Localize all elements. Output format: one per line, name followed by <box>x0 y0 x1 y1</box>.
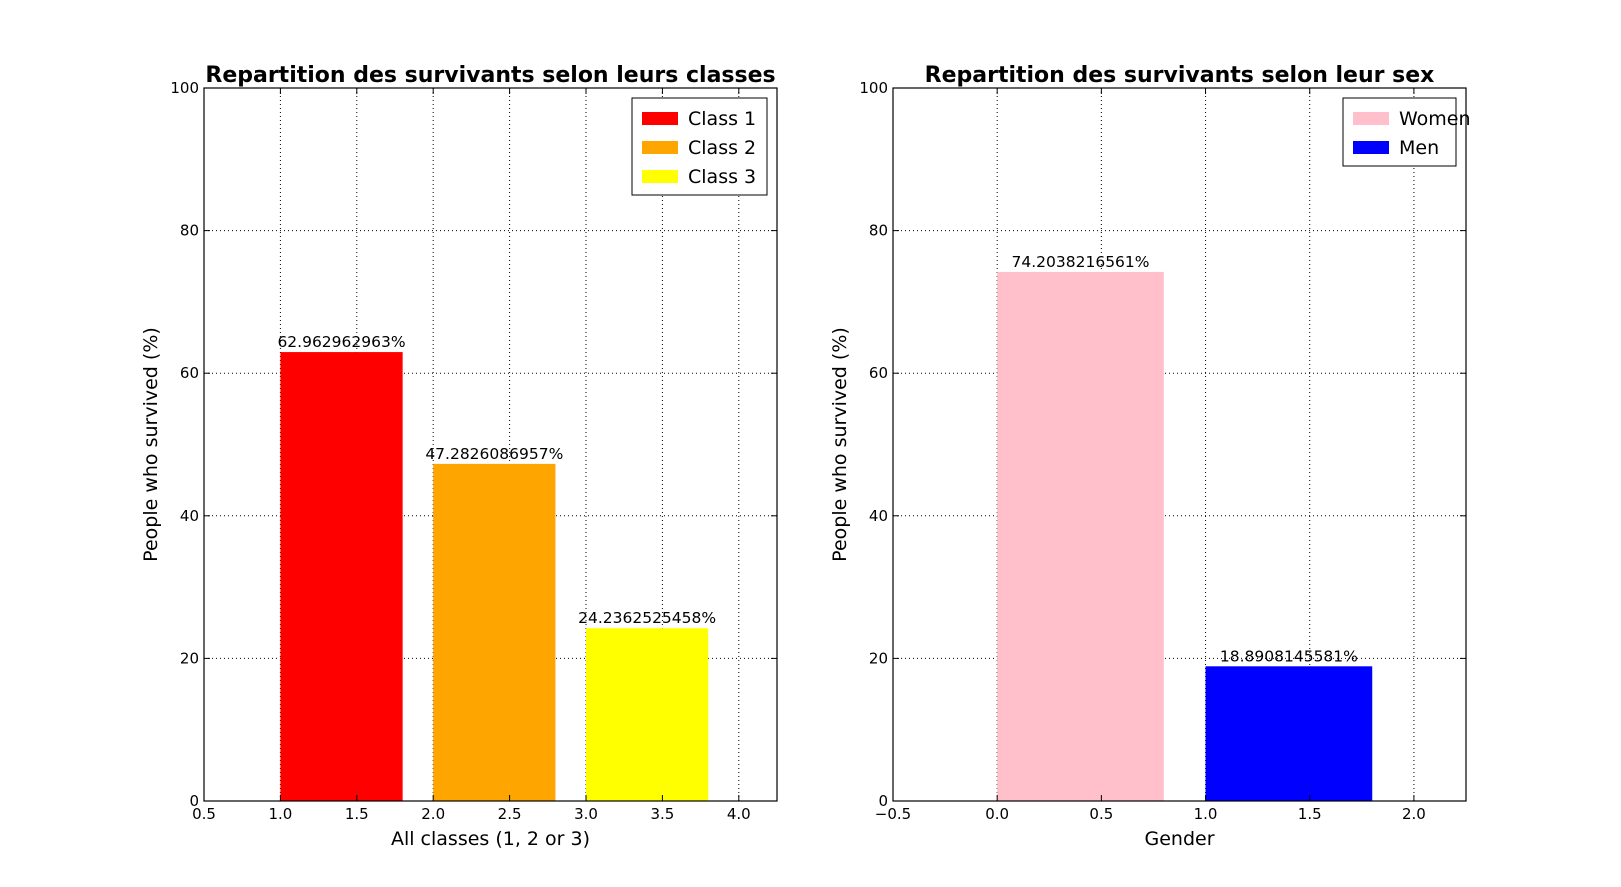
x-tick-label: 2.0 <box>421 805 445 823</box>
legend-swatch <box>1353 112 1389 125</box>
x-tick-label: 1.5 <box>345 805 369 823</box>
chart-class-data-labels: 62.962962963% 47.2826086957% 24.2362525458… <box>277 333 716 627</box>
chart-gender-survival: 74.2038216561% 18.8908145581% −0.5 0.0 0.5 1… <box>829 63 1471 850</box>
legend-box <box>1342 97 1457 167</box>
x-tick-label: 2.0 <box>1402 805 1426 823</box>
chart-gender-plot-frame <box>892 87 1467 802</box>
bar-value-label: 62.962962963% <box>277 333 405 351</box>
legend-entry: Class 2 <box>688 137 756 159</box>
chart-class-ticks <box>203 87 777 802</box>
legend-swatch <box>642 141 678 154</box>
chart-gender-tick-labels: −0.5 0.0 0.5 1.0 1.5 2.0 0 20 40 60 80 100 <box>859 79 1425 823</box>
y-tick-label: 100 <box>859 79 888 97</box>
y-tick-label: 100 <box>170 79 199 97</box>
y-tick-label: 80 <box>180 222 199 240</box>
legend-swatch <box>642 112 678 125</box>
x-tick-label: 1.5 <box>1298 805 1322 823</box>
chart-gender-title: Repartition des survivants selon leur se… <box>925 63 1435 88</box>
legend-entry: Women <box>1399 108 1471 130</box>
y-tick-label: 0 <box>189 792 199 810</box>
chart-class-tick-labels: 0.5 1.0 1.5 2.0 2.5 3.0 3.5 4.0 0 20 40 60 80 100 <box>170 79 750 823</box>
y-tick-label: 80 <box>869 222 888 240</box>
legend-swatch <box>1353 141 1389 154</box>
bar-class-1 <box>280 352 403 801</box>
legend-entry: Men <box>1399 137 1439 159</box>
bar-class-3 <box>586 628 709 801</box>
chart-gender-ticks <box>892 87 1466 802</box>
bar-value-label: 18.8908145581% <box>1220 647 1358 665</box>
bar-class-2 <box>433 463 556 801</box>
x-tick-label: 0.5 <box>192 805 216 823</box>
x-tick-label: 1.0 <box>268 805 292 823</box>
chart-class-bars <box>280 352 709 801</box>
chart-class-legend: Class 1 Class 2 Class 3 <box>631 97 768 196</box>
y-tick-label: 20 <box>869 649 888 667</box>
chart-class-y-axis-label: People who survived (%) <box>140 327 162 562</box>
chart-gender-data-labels: 74.2038216561% 18.8908145581% <box>1012 253 1358 665</box>
x-tick-label: 1.0 <box>1194 805 1218 823</box>
x-tick-label: 3.0 <box>574 805 598 823</box>
bar-value-label: 47.2826086957% <box>425 445 563 463</box>
y-tick-label: 40 <box>180 507 199 525</box>
chart-class-title: Repartition des survivants selon leurs c… <box>205 63 775 88</box>
bar-value-label: 74.2038216561% <box>1012 253 1150 271</box>
bar-value-label: 24.2362525458% <box>578 609 716 627</box>
chart-class-plot-frame <box>203 87 778 802</box>
x-tick-label: 4.0 <box>727 805 751 823</box>
chart-gender-bars <box>997 271 1373 801</box>
legend-swatch <box>642 170 678 183</box>
y-tick-label: 0 <box>878 792 888 810</box>
x-tick-label: 0.5 <box>1089 805 1113 823</box>
chart-class-x-axis-label: All classes (1, 2 or 3) <box>391 828 590 850</box>
legend-entry: Class 3 <box>688 166 756 188</box>
x-tick-label: −0.5 <box>875 805 911 823</box>
chart-gender-legend: Women Men <box>1342 97 1471 167</box>
bar-men <box>1205 666 1373 801</box>
chart-gender-grid <box>893 88 1466 801</box>
legend-entry: Class 1 <box>688 108 756 130</box>
chart-gender-x-axis-label: Gender <box>1144 828 1214 850</box>
y-tick-label: 60 <box>180 364 199 382</box>
x-tick-label: 0.0 <box>985 805 1009 823</box>
y-tick-label: 60 <box>869 364 888 382</box>
bar-women <box>997 271 1164 801</box>
y-tick-label: 40 <box>869 507 888 525</box>
x-tick-label: 3.5 <box>650 805 674 823</box>
chart-gender-y-axis-label: People who survived (%) <box>829 327 851 562</box>
y-tick-label: 20 <box>180 649 199 667</box>
x-tick-label: 2.5 <box>498 805 522 823</box>
chart-class-survival: 62.962962963% 47.2826086957% 24.2362525458… <box>140 63 778 850</box>
